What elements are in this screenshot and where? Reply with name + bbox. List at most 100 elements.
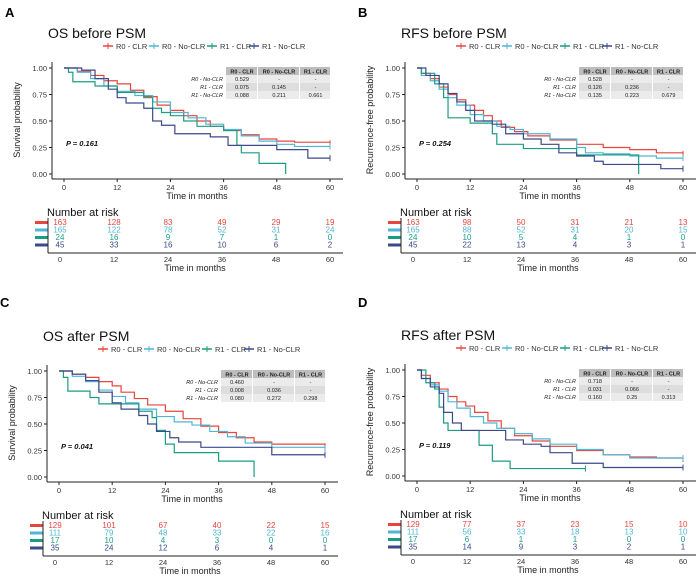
risk-count: 24 bbox=[409, 233, 418, 242]
risk-x-tick-label: 60 bbox=[326, 255, 334, 264]
pairwise-value: 0.25 bbox=[627, 395, 638, 401]
risk-count: 48 bbox=[159, 529, 168, 538]
pairwise-column-header: R0 - No-CLR bbox=[616, 70, 648, 76]
risk-count: 77 bbox=[463, 520, 472, 529]
x-tick-label: 0 bbox=[415, 485, 419, 494]
y-tick-label: 1.00 bbox=[27, 367, 42, 376]
chart-title: RFS before PSM bbox=[401, 25, 507, 41]
risk-count: 10 bbox=[218, 241, 227, 250]
risk-count: 20 bbox=[625, 226, 634, 235]
pairwise-value: - bbox=[310, 380, 312, 386]
risk-count: 33 bbox=[213, 529, 222, 538]
legend-item: R0 - No-CLR bbox=[144, 345, 201, 354]
risk-count: 67 bbox=[159, 521, 168, 530]
pairwise-value: - bbox=[668, 387, 670, 393]
pairwise-value: 0.031 bbox=[588, 387, 602, 393]
y-tick-label: 0.50 bbox=[32, 117, 47, 126]
risk-count: 13 bbox=[679, 218, 688, 227]
x-tick-label: 60 bbox=[679, 485, 687, 494]
p-value: P = 0.254 bbox=[419, 139, 452, 148]
risk-x-tick-label: 60 bbox=[679, 557, 687, 566]
x-tick-label: 60 bbox=[679, 183, 687, 192]
risk-x-tick-label: 60 bbox=[679, 255, 687, 264]
pairwise-column-header: R1 - CLR bbox=[299, 373, 322, 379]
x-tick-label: 48 bbox=[626, 485, 634, 494]
x-tick-label: 0 bbox=[62, 183, 66, 192]
legend-label: R1 - CLR bbox=[573, 344, 605, 353]
pairwise-cell bbox=[579, 75, 610, 83]
panel-d: D RFS after PSM R0 - CLR R0 - No-CLR R1 - CL… bbox=[350, 290, 700, 580]
risk-x-tick-label: 48 bbox=[267, 558, 275, 567]
legend-item: R1 - CLR bbox=[560, 344, 605, 353]
risk-x-tick-label: 48 bbox=[625, 255, 633, 264]
pairwise-value: 0.529 bbox=[235, 77, 249, 83]
y-tick-label: 0.50 bbox=[385, 117, 400, 126]
pairwise-value: 0.066 bbox=[625, 387, 639, 393]
risk-x-tick-label: 0 bbox=[411, 255, 415, 264]
risk-count: 0 bbox=[681, 233, 686, 242]
pairwise-cell bbox=[653, 385, 683, 393]
risk-count: 111 bbox=[49, 529, 62, 538]
x-tick-label: 48 bbox=[273, 183, 281, 192]
pairwise-cell bbox=[253, 394, 294, 402]
risk-count: 13 bbox=[625, 528, 634, 537]
risk-count: 9 bbox=[519, 543, 524, 552]
risk-x-tick-label: 36 bbox=[571, 255, 579, 264]
x-tick-label: 12 bbox=[108, 486, 116, 495]
risk-x-tick-label: 24 bbox=[164, 255, 172, 264]
x-tick-label: 36 bbox=[214, 486, 222, 495]
risk-x-tick-label: 24 bbox=[517, 557, 525, 566]
legend-label: R0 - CLR bbox=[469, 42, 501, 51]
risk-count: 79 bbox=[105, 529, 114, 538]
pairwise-cell bbox=[579, 393, 610, 401]
pairwise-cell bbox=[611, 75, 652, 83]
risk-count: 4 bbox=[573, 233, 578, 242]
legend-item: R1 - No-CLR bbox=[602, 344, 659, 353]
y-tick-label: 0.75 bbox=[27, 394, 42, 403]
km-curve-r0-no-clr bbox=[59, 370, 326, 449]
risk-count: 24 bbox=[56, 233, 65, 242]
y-tick-label: 0.00 bbox=[385, 170, 400, 179]
risk-count: 4 bbox=[573, 241, 578, 250]
risk-count: 165 bbox=[53, 226, 67, 235]
risk-count: 14 bbox=[463, 543, 472, 552]
legend-label: R0 - No-CLR bbox=[515, 42, 559, 51]
pairwise-column-header: R0 - CLR bbox=[230, 70, 253, 76]
pairwise-value: - bbox=[631, 77, 633, 83]
pairwise-value: 0.088 bbox=[235, 93, 249, 99]
legend-label: R0 - No-CLR bbox=[515, 344, 559, 353]
risk-count: 15 bbox=[321, 521, 330, 530]
pairwise-value: 0.160 bbox=[588, 395, 602, 401]
chart-title: OS before PSM bbox=[48, 25, 146, 41]
pairwise-value: 0.718 bbox=[588, 379, 602, 385]
pairwise-value: - bbox=[631, 379, 633, 385]
km-curve-r1-clr bbox=[417, 369, 586, 470]
pairwise-cell bbox=[611, 393, 652, 401]
risk-count: 10 bbox=[679, 520, 688, 529]
pairwise-cell bbox=[300, 91, 330, 99]
risk-x-axis-label: Time in months bbox=[159, 566, 221, 576]
risk-count: 49 bbox=[218, 218, 227, 227]
legend-item: R0 - CLR bbox=[103, 42, 148, 51]
risk-count: 0 bbox=[681, 535, 686, 544]
pairwise-cell bbox=[653, 377, 683, 385]
pairwise-value: 0.679 bbox=[662, 93, 676, 99]
legend-item: R1 - No-CLR bbox=[249, 42, 306, 51]
risk-x-tick-label: 36 bbox=[218, 255, 226, 264]
risk-count: 2 bbox=[627, 543, 632, 552]
pairwise-header-cell bbox=[295, 370, 325, 378]
pairwise-column-header: R0 - No-CLR bbox=[263, 70, 295, 76]
x-tick-label: 0 bbox=[415, 183, 419, 192]
x-tick-label: 60 bbox=[326, 183, 334, 192]
km-curve-r1-no-clr bbox=[417, 67, 683, 170]
y-tick-label: 0.50 bbox=[27, 420, 42, 429]
pairwise-cell bbox=[579, 83, 610, 91]
legend-label: R1 - No-CLR bbox=[262, 42, 306, 51]
panel-label: D bbox=[358, 295, 367, 310]
